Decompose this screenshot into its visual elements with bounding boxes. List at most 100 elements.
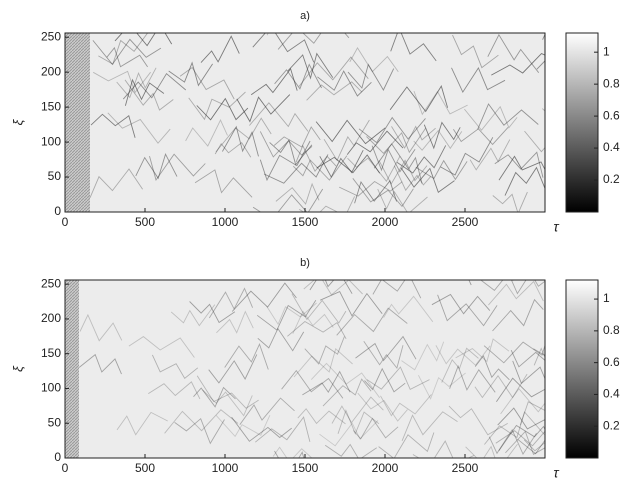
texture-line — [451, 67, 506, 94]
texture-line — [208, 354, 258, 384]
texture-line — [383, 295, 434, 323]
texture-line — [440, 137, 494, 176]
colorbar — [565, 279, 599, 459]
texture-line — [464, 105, 518, 131]
panel-title: a) — [300, 10, 310, 22]
texture-line — [487, 33, 540, 73]
texture-line — [194, 169, 253, 198]
texture-line — [435, 345, 491, 366]
texture-line — [465, 443, 518, 458]
heatmap-field — [65, 33, 545, 212]
texture-line — [277, 33, 350, 50]
colorbar-tick-label: 1 — [603, 291, 610, 305]
texture-line — [524, 130, 545, 153]
texture-line — [287, 320, 347, 340]
texture-line — [250, 67, 298, 96]
texture-line — [128, 336, 195, 358]
y-tick-label: 250 — [41, 29, 61, 43]
texture-line — [114, 33, 173, 47]
texture-line — [269, 139, 313, 166]
texture-line — [263, 154, 329, 184]
texture-line — [448, 405, 508, 436]
x-tick-label: 1500 — [292, 215, 319, 229]
texture-line — [380, 394, 432, 417]
texture-line — [148, 381, 201, 400]
texture-line — [256, 299, 317, 331]
texture-line — [320, 291, 383, 317]
texture-line — [252, 188, 324, 212]
texture-line — [364, 367, 406, 393]
texture-line — [488, 280, 544, 306]
texture-line — [336, 307, 408, 336]
texture-line — [189, 301, 236, 324]
texture-line — [483, 341, 545, 364]
texture-line — [474, 373, 528, 399]
texture-line — [500, 387, 545, 415]
texture-line — [149, 153, 206, 182]
texture-line — [495, 430, 545, 447]
colorbar-tick-label: 0.8 — [603, 76, 620, 90]
x-tick-label: 1500 — [292, 461, 319, 475]
texture-line — [322, 378, 372, 407]
initial-region — [65, 280, 79, 458]
colorbar — [565, 32, 599, 213]
texture-line — [331, 396, 384, 424]
texture-line — [347, 155, 401, 183]
texture-line — [477, 103, 539, 130]
y-tick-label: 100 — [41, 134, 61, 148]
texture-line — [393, 165, 432, 192]
y-tick-label: 200 — [41, 311, 61, 325]
texture-line — [363, 341, 404, 369]
texture-line — [498, 155, 545, 181]
texture-line — [366, 127, 426, 154]
texture-line — [390, 33, 437, 62]
texture-line — [168, 61, 213, 87]
texture-line — [389, 85, 449, 113]
texture-line — [107, 112, 171, 144]
texture-line — [378, 432, 435, 458]
texture-line — [352, 178, 414, 208]
texture-line — [293, 347, 353, 378]
texture-line — [519, 401, 545, 426]
texture-line — [418, 372, 466, 400]
texture-line — [266, 302, 317, 326]
texture-line — [323, 119, 370, 162]
colorbar-tick-label: 0.4 — [603, 387, 620, 401]
texture-line — [357, 392, 408, 422]
colorbar-tick-label: 1 — [603, 44, 610, 58]
texture-line — [481, 280, 527, 295]
colorbar-tick-label: 0.8 — [603, 323, 620, 337]
texture-line — [196, 97, 249, 121]
x-tick-label: 500 — [135, 461, 155, 475]
texture-line — [259, 140, 311, 182]
y-tick-label: 150 — [41, 99, 61, 113]
colorbar-tick-label: 0.4 — [603, 140, 620, 154]
texture-line — [106, 46, 148, 68]
texture-line — [401, 411, 458, 441]
texture-line — [116, 67, 157, 99]
texture-line — [122, 73, 187, 100]
texture-line — [378, 159, 428, 185]
y-tick-label: 200 — [41, 64, 61, 78]
texture-line — [215, 117, 272, 153]
panel-title: b) — [300, 257, 310, 269]
texture-line — [324, 443, 377, 458]
texture-line — [116, 411, 168, 436]
texture-line — [372, 280, 422, 299]
texture-line — [431, 293, 491, 315]
texture-line — [494, 151, 544, 178]
texture-line — [196, 375, 259, 409]
texture-line — [215, 415, 271, 438]
texture-line — [185, 119, 228, 147]
y-tick-label: 0 — [54, 450, 61, 464]
texture-line — [441, 347, 479, 383]
texture — [78, 280, 545, 458]
texture-line — [337, 409, 380, 435]
y-tick-label: 0 — [54, 204, 61, 218]
texture-line — [491, 53, 545, 76]
colorbar-tick-label: 0.2 — [603, 172, 620, 186]
texture-line — [170, 304, 216, 327]
texture-line — [302, 370, 351, 396]
texture-line — [492, 298, 544, 332]
texture-line — [151, 354, 199, 379]
